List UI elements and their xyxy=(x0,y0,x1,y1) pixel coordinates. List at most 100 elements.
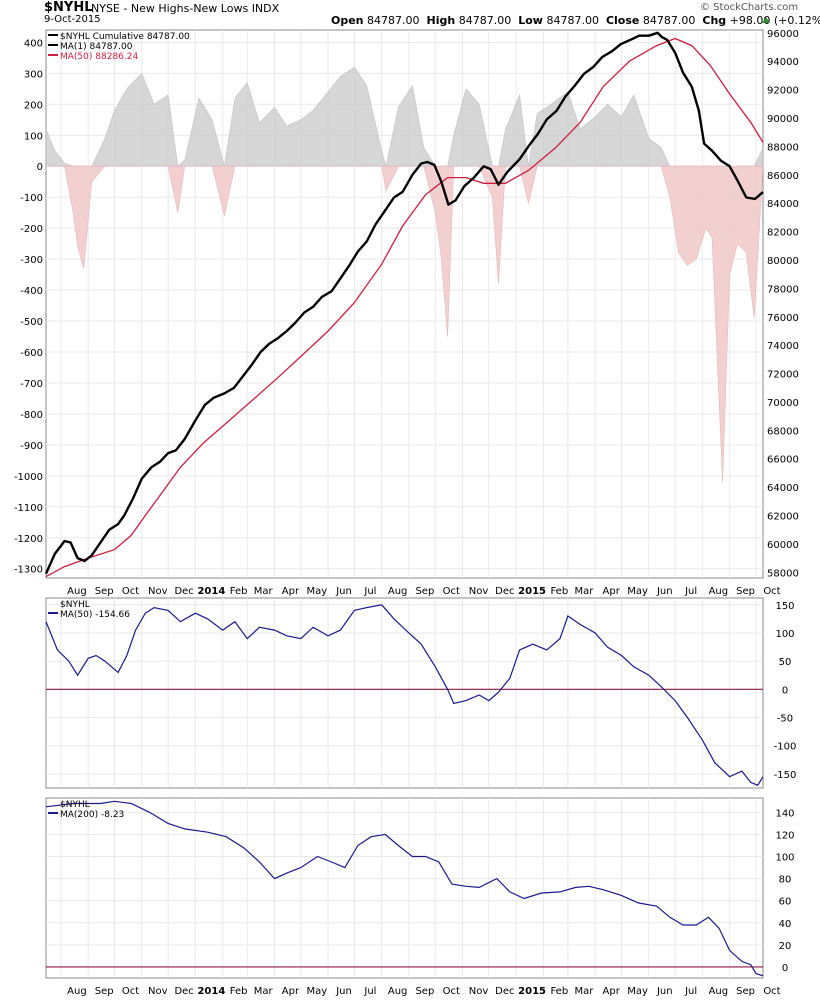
main-x-tick-label: Mar xyxy=(574,586,594,597)
main-left-y-tick-label: 200 xyxy=(24,100,43,111)
bottom-x-tick-label: Oct xyxy=(122,986,139,997)
chart-date: 9-Oct-2015 xyxy=(44,14,101,25)
ma50-line xyxy=(45,37,764,578)
bottom-x-tick-label: Jul xyxy=(684,986,697,997)
main-right-y-tick-label: 68000 xyxy=(767,426,799,437)
main-left-y-tick-label: -200 xyxy=(20,224,43,235)
main-x-tick-label: Jun xyxy=(335,586,352,597)
main-x-tick-label: Aug xyxy=(388,586,408,597)
bottom-x-tick-label: Oct xyxy=(763,986,780,997)
bottom-x-tick-label: Aug xyxy=(67,986,87,997)
main-left-y-tick-label: -1300 xyxy=(14,565,43,576)
bottom-y-tick-label: 40 xyxy=(779,919,792,930)
main-left-y-tick-label: -800 xyxy=(20,410,43,421)
main-left-y-tick-label: -500 xyxy=(20,317,43,328)
main-right-y-tick-label: 70000 xyxy=(767,398,799,409)
symbol-description: NYSE - New Highs-New Lows INDX xyxy=(91,2,280,15)
cumulative-line xyxy=(44,31,764,575)
open-label: Open xyxy=(331,14,364,27)
bottom-x-tick-label: Dec xyxy=(174,986,193,997)
main-left-y-tick-label: 300 xyxy=(24,69,43,80)
main-left-y-tick-label: 400 xyxy=(24,38,43,49)
middle-y-tick-label: -100 xyxy=(774,742,797,753)
close-label: Close xyxy=(605,14,640,27)
bottom-x-tick-label: 2014 xyxy=(197,986,225,997)
low-label: Low xyxy=(518,14,543,27)
main-right-y-tick-label: 94000 xyxy=(767,57,799,68)
legend-cumulative-label: $NYHL Cumulative 84787.00 xyxy=(60,32,190,42)
symbol-title: $NYHL xyxy=(44,0,93,15)
main-x-tick-label: Dec xyxy=(174,586,193,597)
main-left-y-tick-label: -600 xyxy=(20,348,43,359)
main-right-y-tick-label: 90000 xyxy=(767,114,799,125)
high-label: High xyxy=(426,14,456,27)
main-x-tick-label: Apr xyxy=(603,586,621,597)
main-x-tick-label: Oct xyxy=(122,586,139,597)
main-x-tick-label: Sep xyxy=(415,586,434,597)
main-right-y-tick-label: 86000 xyxy=(767,171,799,182)
main-x-tick-label: Aug xyxy=(709,586,729,597)
bottom-x-tick-label: Aug xyxy=(709,986,729,997)
main-left-y-tick-label: -100 xyxy=(20,193,43,204)
main-x-tick-label: Nov xyxy=(148,586,168,597)
main-right-y-tick-label: 62000 xyxy=(767,512,799,523)
bottom-y-tick-label: 100 xyxy=(775,853,794,864)
bottom-x-tick-label: Jun xyxy=(656,986,673,997)
change-label: Chg xyxy=(702,14,727,27)
main-x-tick-label: Dec xyxy=(495,586,514,597)
main-x-tick-label: Oct xyxy=(443,586,460,597)
bottom-y-tick-label: 60 xyxy=(779,897,792,908)
main-right-y-tick-label: 58000 xyxy=(767,568,799,579)
bottom-x-tick-label: Apr xyxy=(282,986,300,997)
middle-y-tick-label: 100 xyxy=(775,629,794,640)
main-right-y-tick-label: 78000 xyxy=(767,284,799,295)
bottom-x-tick-label: Feb xyxy=(550,986,568,997)
bottom-panel-frame xyxy=(45,797,764,979)
bottom-y-tick-label: 80 xyxy=(779,875,792,886)
bottom-title: $NYHL xyxy=(60,800,90,810)
histogram-positive-area xyxy=(45,66,764,167)
main-x-tick-label: 2014 xyxy=(197,586,225,597)
middle-title: $NYHL xyxy=(60,600,90,610)
up-arrow-icon xyxy=(762,17,770,23)
main-right-y-tick-label: 76000 xyxy=(767,313,799,324)
middle-ma50-line xyxy=(45,604,764,786)
bottom-y-tick-label: 140 xyxy=(775,808,794,819)
bottom-x-tick-label: Dec xyxy=(495,986,514,997)
main-left-y-tick-label: -300 xyxy=(20,255,43,266)
high-value: 84787.00 xyxy=(458,14,512,27)
main-x-tick-label: Feb xyxy=(550,586,568,597)
main-left-y-tick-label: -1200 xyxy=(14,534,43,545)
main-left-y-tick-label: -1100 xyxy=(14,503,43,514)
main-x-tick-label: Oct xyxy=(763,586,780,597)
main-right-y-tick-label: 64000 xyxy=(767,483,799,494)
legend-ma50-label: MA(50) 88286.24 xyxy=(60,52,138,62)
main-panel-frame xyxy=(45,29,764,579)
bottom-y-tick-label: 120 xyxy=(775,830,794,841)
main-left-y-tick-label: -700 xyxy=(20,379,43,390)
bottom-x-tick-label: May xyxy=(627,986,648,997)
middle-y-tick-label: 50 xyxy=(779,657,792,668)
bottom-x-tick-label: Feb xyxy=(230,986,248,997)
main-x-tick-label: Sep xyxy=(736,586,755,597)
bottom-legend-label: MA(200) -8.23 xyxy=(60,810,124,820)
main-right-y-tick-label: 60000 xyxy=(767,540,799,551)
main-left-y-tick-label: -1000 xyxy=(14,472,43,483)
main-left-y-tick-label: 0 xyxy=(37,162,43,173)
bottom-x-tick-label: Apr xyxy=(603,986,621,997)
bottom-x-tick-label: Oct xyxy=(443,986,460,997)
bottom-x-tick-label: May xyxy=(306,986,327,997)
main-right-y-tick-label: 80000 xyxy=(767,256,799,267)
main-x-tick-label: Nov xyxy=(469,586,489,597)
bottom-x-tick-label: Sep xyxy=(415,986,434,997)
change-value: +98.00 (+0.12%) xyxy=(729,14,820,27)
main-x-tick-label: Jun xyxy=(656,586,673,597)
low-value: 84787.00 xyxy=(546,14,599,27)
middle-panel-frame xyxy=(45,597,764,789)
main-x-tick-label: Jul xyxy=(363,586,376,597)
main-left-y-tick-label: 100 xyxy=(24,131,43,142)
main-right-y-tick-label: 84000 xyxy=(767,199,799,210)
bottom-y-tick-label: 0 xyxy=(782,963,788,974)
histogram-negative-area xyxy=(46,165,764,483)
